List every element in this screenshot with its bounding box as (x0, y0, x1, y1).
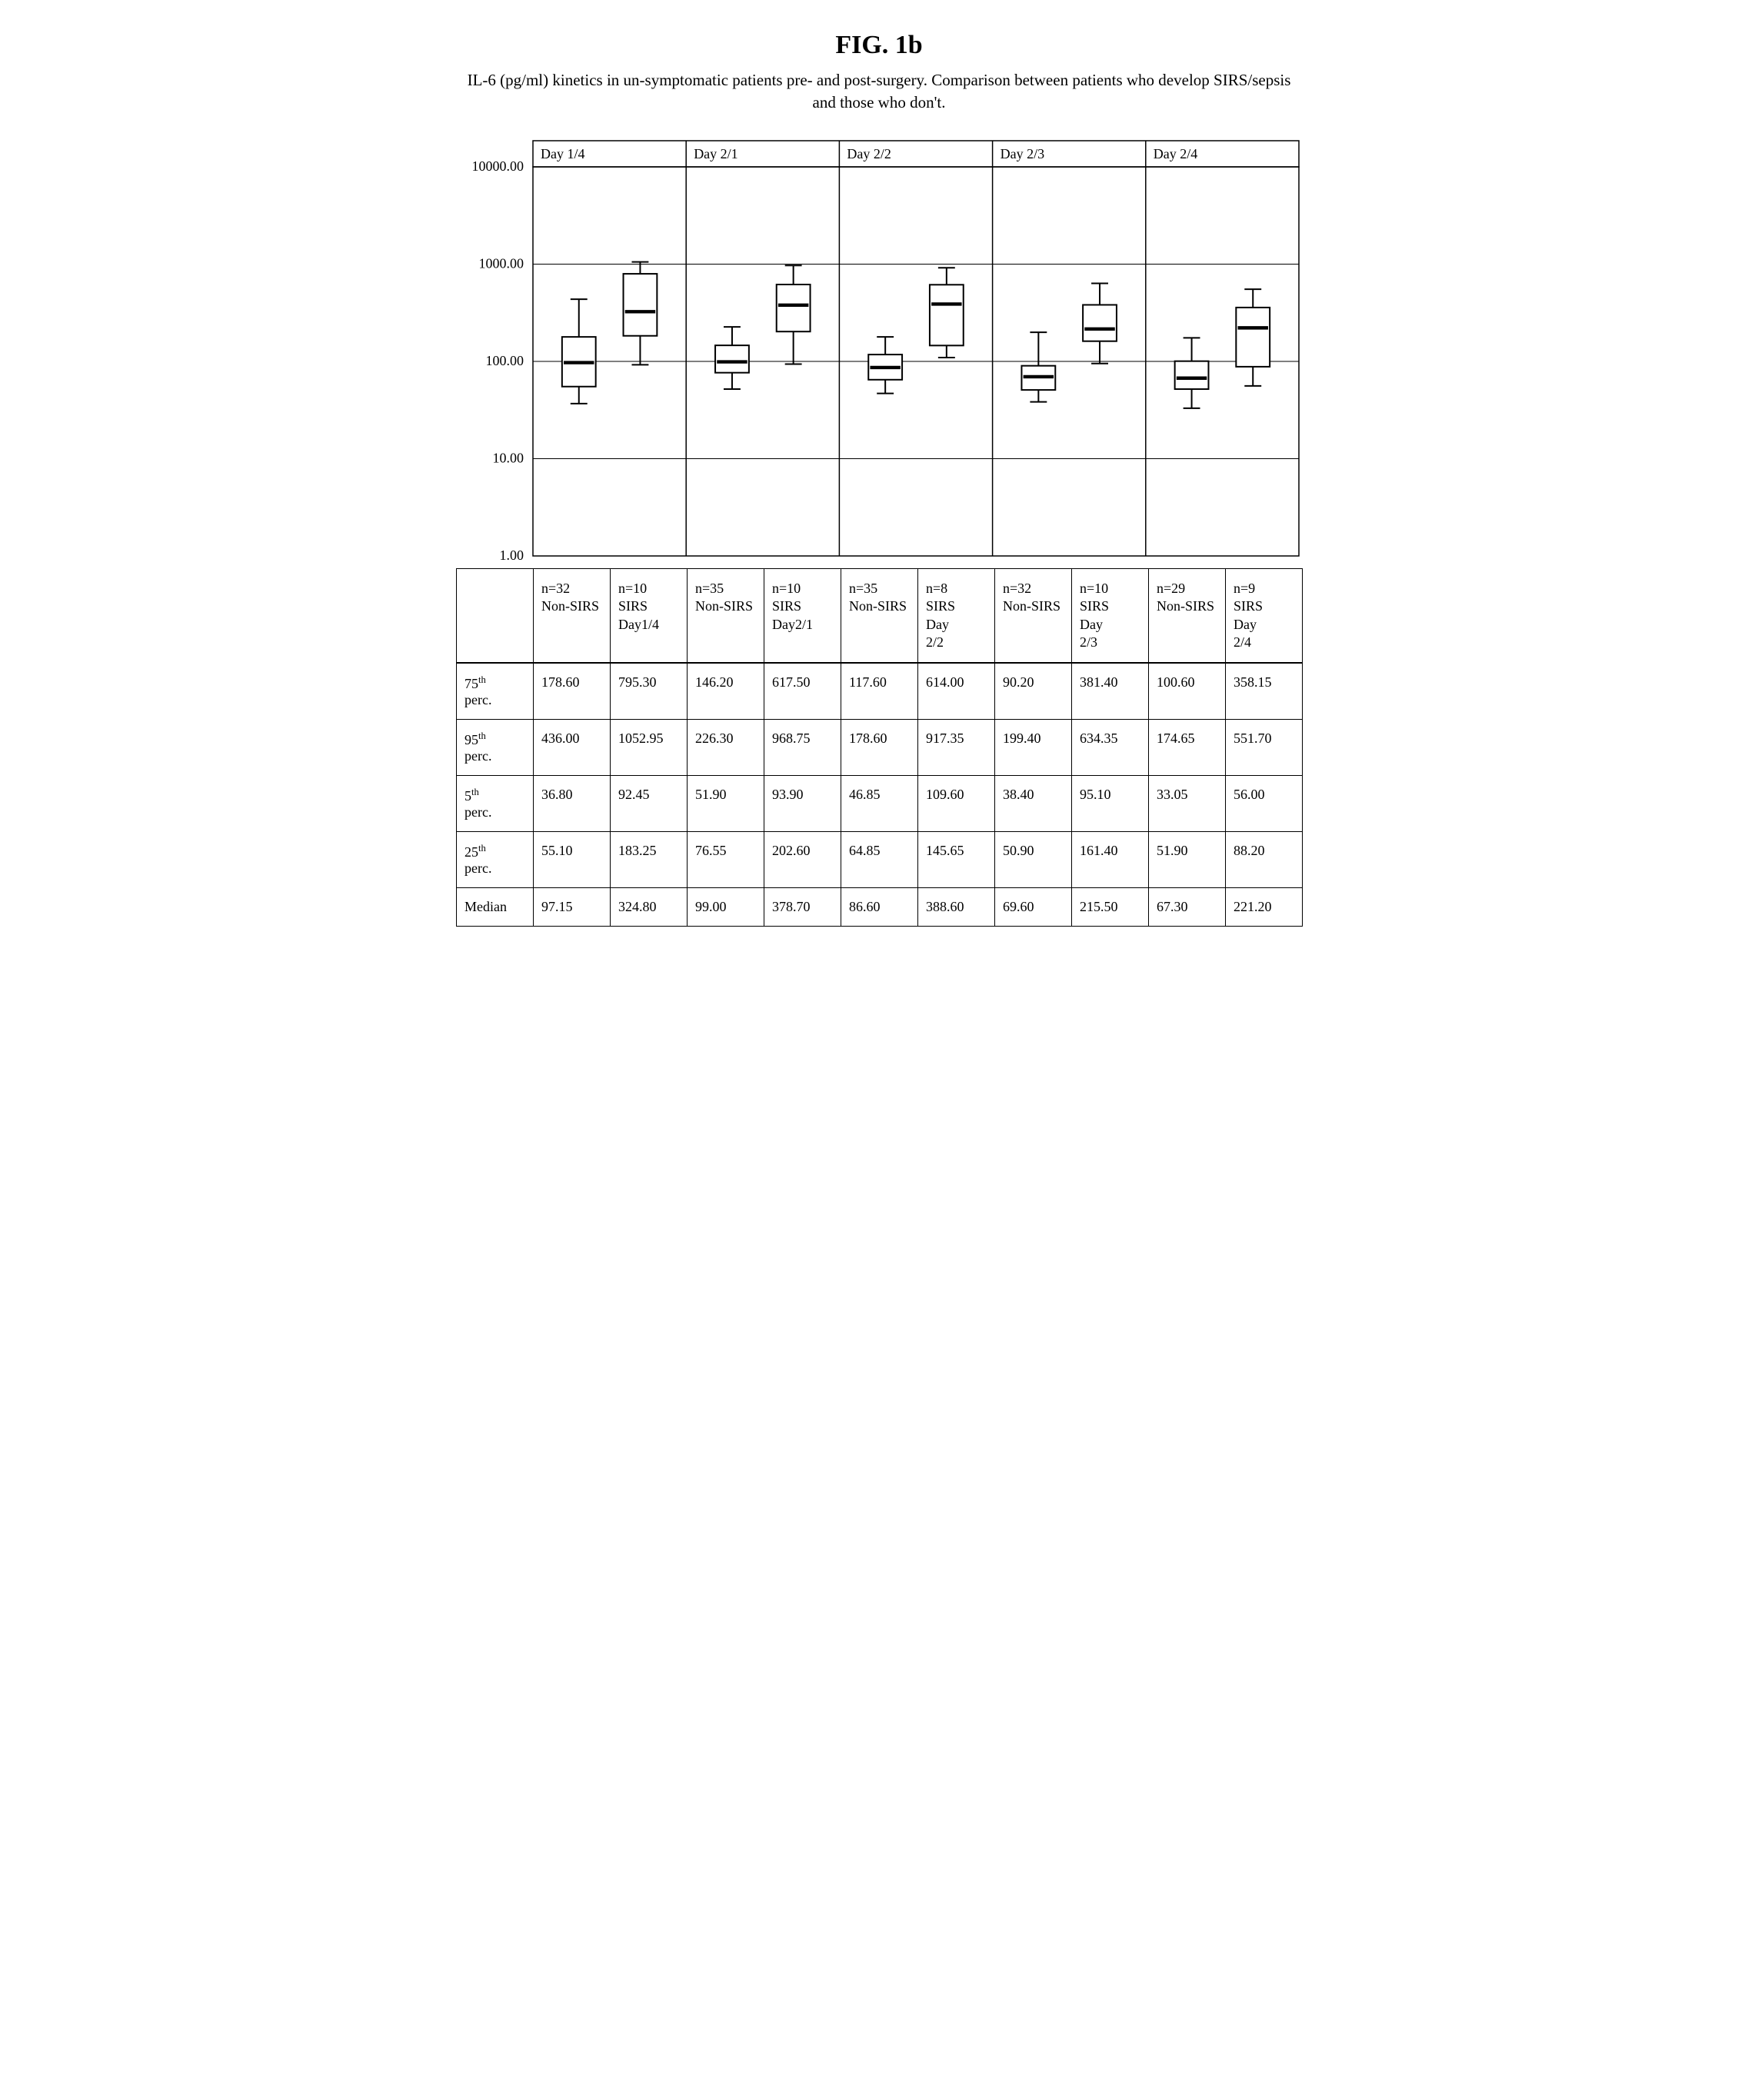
svg-text:Day 2/4: Day 2/4 (1154, 146, 1198, 161)
table-cell: 388.60 (918, 888, 995, 927)
table-cell: 46.85 (841, 776, 918, 832)
svg-text:10.00: 10.00 (493, 450, 524, 465)
svg-text:Day 2/2: Day 2/2 (847, 146, 891, 161)
table-cell: 69.60 (995, 888, 1072, 927)
table-cell: 436.00 (534, 720, 611, 776)
table-cell: 378.70 (764, 888, 841, 927)
row-label: Median (457, 888, 534, 927)
table-cell: 968.75 (764, 720, 841, 776)
table-cell: 95.10 (1072, 776, 1149, 832)
table-cell: 145.65 (918, 832, 995, 888)
table-cell: 324.80 (611, 888, 688, 927)
column-header: n=9SIRSDay2/4 (1226, 568, 1303, 663)
column-header: n=29Non-SIRS (1149, 568, 1226, 663)
svg-text:Day 2/3: Day 2/3 (1001, 146, 1045, 161)
table-cell: 86.60 (841, 888, 918, 927)
svg-text:1.00: 1.00 (500, 547, 524, 563)
table-cell: 117.60 (841, 664, 918, 720)
figure-container: FIG. 1b IL-6 (pg/ml) kinetics in un-symp… (456, 31, 1302, 927)
column-header: n=32Non-SIRS (534, 568, 611, 663)
column-header: n=8SIRSDay2/2 (918, 568, 995, 663)
table-cell: 109.60 (918, 776, 995, 832)
table-cell: 146.20 (688, 664, 764, 720)
table-cell: 221.20 (1226, 888, 1303, 927)
column-header: n=32Non-SIRS (995, 568, 1072, 663)
header-blank-cell (457, 568, 534, 663)
figure-subtitle: IL-6 (pg/ml) kinetics in un-symptomatic … (456, 69, 1302, 115)
table-cell: 178.60 (841, 720, 918, 776)
table-cell: 617.50 (764, 664, 841, 720)
svg-text:10000.00: 10000.00 (472, 158, 524, 174)
table-cell: 64.85 (841, 832, 918, 888)
table-cell: 38.40 (995, 776, 1072, 832)
table-cell: 51.90 (688, 776, 764, 832)
row-label: 5thperc. (457, 776, 534, 832)
table-row: 95thperc.436.001052.95226.30968.75178.60… (457, 720, 1303, 776)
table-cell: 183.25 (611, 832, 688, 888)
table-row: Median97.15324.8099.00378.7086.60388.606… (457, 888, 1303, 927)
table-cell: 917.35 (918, 720, 995, 776)
row-label: 75thperc. (457, 664, 534, 720)
table-cell: 381.40 (1072, 664, 1149, 720)
column-header: n=10SIRSDay1/4 (611, 568, 688, 663)
table-cell: 88.20 (1226, 832, 1303, 888)
column-header-table: n=32Non-SIRSn=10SIRSDay1/4n=35Non-SIRSn=… (456, 568, 1303, 664)
stats-table: 75thperc.178.60795.30146.20617.50117.606… (456, 663, 1303, 927)
table-cell: 97.15 (534, 888, 611, 927)
table-cell: 358.15 (1226, 664, 1303, 720)
svg-text:1000.00: 1000.00 (479, 255, 524, 271)
boxplot-chart: 1.00 10.00 100.00 1000.00 10000.00 Day 1/4 Day… (456, 133, 1302, 564)
svg-text:100.00: 100.00 (486, 353, 524, 368)
table-cell: 90.20 (995, 664, 1072, 720)
table-cell: 226.30 (688, 720, 764, 776)
table-cell: 174.65 (1149, 720, 1226, 776)
column-header: n=10SIRSDay2/1 (764, 568, 841, 663)
table-cell: 551.70 (1226, 720, 1303, 776)
table-cell: 92.45 (611, 776, 688, 832)
table-cell: 76.55 (688, 832, 764, 888)
table-cell: 1052.95 (611, 720, 688, 776)
table-cell: 93.90 (764, 776, 841, 832)
svg-text:Day 2/1: Day 2/1 (694, 146, 738, 161)
svg-text:Day 1/4: Day 1/4 (541, 146, 585, 161)
table-cell: 199.40 (995, 720, 1072, 776)
table-row: 25thperc.55.10183.2576.55202.6064.85145.… (457, 832, 1303, 888)
table-cell: 50.90 (995, 832, 1072, 888)
column-header: n=10SIRSDay2/3 (1072, 568, 1149, 663)
table-cell: 67.30 (1149, 888, 1226, 927)
table-cell: 215.50 (1072, 888, 1149, 927)
table-cell: 634.35 (1072, 720, 1149, 776)
row-label: 95thperc. (457, 720, 534, 776)
table-cell: 36.80 (534, 776, 611, 832)
table-cell: 99.00 (688, 888, 764, 927)
figure-title: FIG. 1b (456, 31, 1302, 60)
table-row: 5thperc.36.8092.4551.9093.9046.85109.603… (457, 776, 1303, 832)
table-cell: 161.40 (1072, 832, 1149, 888)
column-header: n=35Non-SIRS (841, 568, 918, 663)
table-cell: 202.60 (764, 832, 841, 888)
table-cell: 55.10 (534, 832, 611, 888)
table-cell: 795.30 (611, 664, 688, 720)
table-row: 75thperc.178.60795.30146.20617.50117.606… (457, 664, 1303, 720)
table-cell: 33.05 (1149, 776, 1226, 832)
column-header: n=35Non-SIRS (688, 568, 764, 663)
table-cell: 100.60 (1149, 664, 1226, 720)
table-cell: 51.90 (1149, 832, 1226, 888)
table-cell: 178.60 (534, 664, 611, 720)
row-label: 25thperc. (457, 832, 534, 888)
table-cell: 56.00 (1226, 776, 1303, 832)
table-cell: 614.00 (918, 664, 995, 720)
